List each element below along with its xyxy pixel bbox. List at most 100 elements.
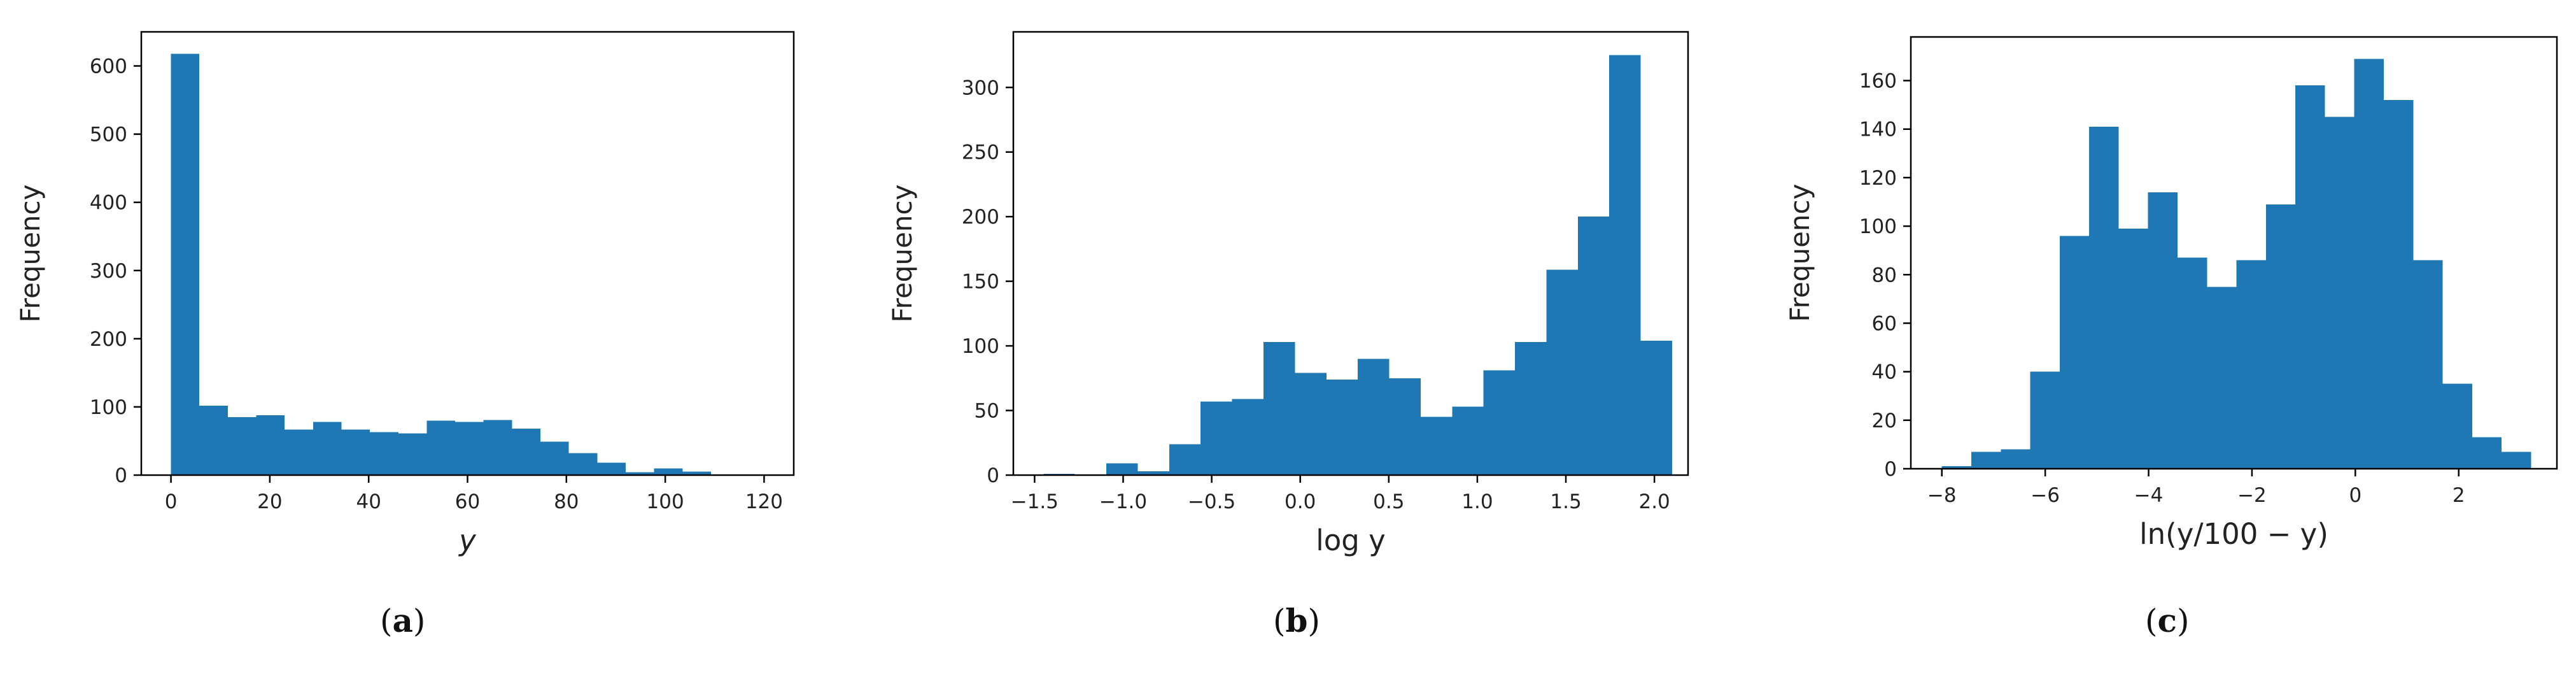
y-tick-label: 300 xyxy=(962,76,999,99)
histogram-b: −1.5 −1.0 −0.5 0.0 0.5 1.0 1.5 2.0 0 50 100 150 200 2… xyxy=(887,31,1689,557)
x-tick-label: −4 xyxy=(2134,484,2164,507)
y-tick-label: 160 xyxy=(1859,70,1897,93)
y-tick-label: 250 xyxy=(962,141,999,164)
histogram-bar xyxy=(2207,287,2237,469)
histogram-bar xyxy=(2177,257,2207,469)
x-tick-label: 100 xyxy=(647,490,684,513)
histogram-bar xyxy=(1137,471,1169,475)
histogram-a: 0 20 40 60 80 100 120 0 100 200 300 400 500 600 y Frequ… xyxy=(15,31,795,557)
y-tick-label: 20 xyxy=(1872,410,1897,432)
x-tick-label: 2.0 xyxy=(1638,490,1670,513)
histogram-bar xyxy=(2001,449,2031,469)
histogram-bar xyxy=(398,433,427,475)
histogram-bar xyxy=(341,429,370,475)
histogram-bar xyxy=(2236,260,2266,469)
x-axis-label: log y xyxy=(1316,524,1386,557)
histogram-bar xyxy=(2383,100,2414,469)
histogram-bar xyxy=(2325,117,2354,469)
histogram-bar xyxy=(227,417,257,475)
x-tick-label: −0.5 xyxy=(1188,490,1235,513)
x-tick-label: 40 xyxy=(356,490,381,513)
histogram-bar xyxy=(2148,192,2178,469)
histogram-bar xyxy=(1326,379,1358,475)
y-tick-label: 100 xyxy=(962,335,999,358)
y-tick-label: 500 xyxy=(90,124,127,146)
histogram-bar xyxy=(1420,417,1453,475)
y-tick-label: 150 xyxy=(962,271,999,294)
y-tick-label: 200 xyxy=(962,206,999,229)
panel-c: −8 −6 −4 −2 0 2 0 20 40 60 80 100 120 140 160 ln(y/100 … xyxy=(1770,0,2576,677)
histogram-bar xyxy=(1358,359,1390,475)
x-tick-label: −8 xyxy=(1927,484,1957,507)
histogram-bar xyxy=(171,53,200,475)
x-tick-label: 0 xyxy=(2349,484,2361,507)
panel-b: −1.5 −1.0 −0.5 0.0 0.5 1.0 1.5 2.0 0 50 100 150 200 2… xyxy=(872,0,1712,677)
histogram-bar xyxy=(625,472,654,475)
y-axis-label: Frequency xyxy=(1784,184,1815,322)
x-axis-label: ln(y/100 − y) xyxy=(2139,517,2328,551)
histogram-bar xyxy=(2118,228,2148,469)
histogram-bar xyxy=(1609,55,1641,475)
y-tick-label: 40 xyxy=(1872,361,1897,384)
histogram-bar xyxy=(1577,217,1610,475)
histogram-bar xyxy=(2442,383,2472,469)
histogram-bar xyxy=(2059,236,2090,469)
histogram-bar xyxy=(1295,373,1327,475)
histogram-bar xyxy=(1263,341,1295,475)
y-tick-label: 50 xyxy=(975,400,999,423)
histogram-bar xyxy=(2472,437,2502,469)
plot-frame xyxy=(1910,36,2558,470)
histogram-bar xyxy=(1546,269,1578,475)
y-tick-label: 0 xyxy=(115,464,127,487)
x-tick-label: 1.0 xyxy=(1461,490,1493,513)
y-axis-label: Frequency xyxy=(887,185,918,323)
panel-letter-c: c xyxy=(2157,602,2177,639)
histogram-bar xyxy=(1941,466,1972,469)
y-axis-label: Frequency xyxy=(15,185,46,323)
histogram-bar xyxy=(1106,463,1138,475)
histogram-bar xyxy=(1971,452,2001,469)
histogram-bar xyxy=(1200,401,1232,475)
x-tick-label: 60 xyxy=(455,490,480,513)
panel-label-b: (b) xyxy=(1273,602,1320,639)
x-tick-label: −6 xyxy=(2031,484,2060,507)
histogram-bar xyxy=(455,422,484,475)
histogram-bar xyxy=(199,405,228,475)
x-tick-label: 80 xyxy=(554,490,579,513)
x-tick-label: 0.0 xyxy=(1284,490,1316,513)
y-tick-label: 120 xyxy=(1859,167,1897,190)
histogram-bar xyxy=(370,432,398,475)
y-tick-label: 300 xyxy=(90,260,127,283)
x-tick-label: 1.5 xyxy=(1550,490,1581,513)
y-tick-label: 200 xyxy=(90,328,127,351)
histogram-bar xyxy=(1232,399,1263,475)
histogram-bar xyxy=(313,422,342,475)
y-tick-label: 0 xyxy=(1884,458,1897,481)
x-tick-label: 0 xyxy=(165,490,178,513)
y-tick-label: 0 xyxy=(987,464,999,487)
y-tick-label: 600 xyxy=(90,55,127,78)
histogram-bar xyxy=(2265,204,2296,469)
plot-frame xyxy=(140,31,795,476)
histogram-bar xyxy=(2295,85,2325,469)
histogram-bar xyxy=(256,415,285,475)
histogram-bar xyxy=(2030,371,2060,469)
histogram-bar xyxy=(2413,260,2443,469)
histogram-bar xyxy=(568,453,598,475)
y-tick-label: 100 xyxy=(1859,215,1897,238)
x-tick-label: 20 xyxy=(257,490,282,513)
histogram-bar xyxy=(285,429,313,475)
histogram-bar xyxy=(540,441,569,475)
histogram-bar xyxy=(597,462,626,475)
histogram-bar xyxy=(483,420,512,475)
histogram-bar xyxy=(1169,444,1201,475)
x-tick-label: −1.5 xyxy=(1011,490,1059,513)
histogram-bar xyxy=(426,420,456,475)
panel-label-c: (c) xyxy=(2145,602,2190,639)
histogram-bar xyxy=(2089,126,2119,469)
histogram-bar xyxy=(654,468,683,475)
y-tick-label: 400 xyxy=(90,192,127,215)
histogram-c: −8 −6 −4 −2 0 2020406080100120140160ln(y/100 … xyxy=(1784,36,2558,551)
x-tick-label: −1.0 xyxy=(1099,490,1147,513)
plot-frame xyxy=(1012,31,1689,476)
